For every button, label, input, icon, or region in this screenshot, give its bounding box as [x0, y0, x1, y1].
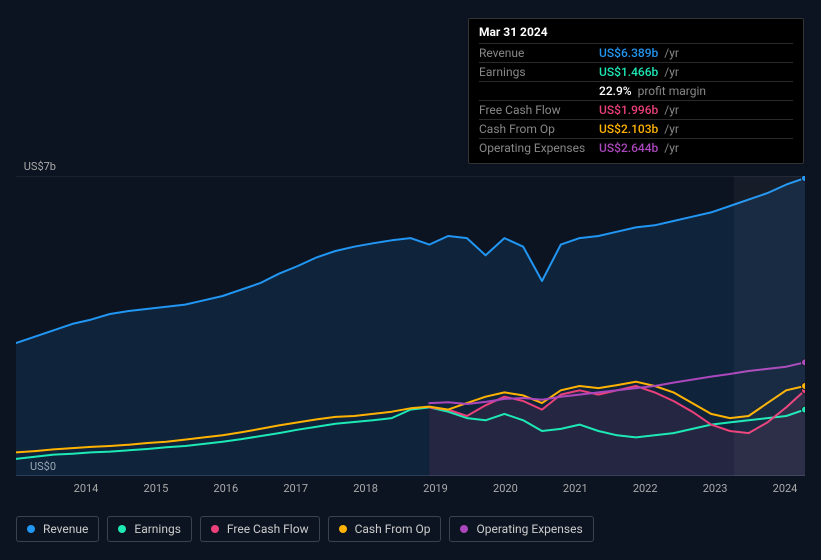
xaxis-tick: 2014 [74, 482, 99, 495]
yaxis-top-label: US$7b [24, 160, 56, 173]
chart-legend: Revenue Earnings Free Cash Flow Cash From O… [16, 516, 594, 542]
legend-item[interactable]: Operating Expenses [449, 516, 593, 542]
tooltip-row-value: 22.9% profit margin [599, 84, 706, 98]
tooltip-row: 22.9% profit margin [479, 81, 793, 100]
forecast-band [734, 176, 805, 476]
tooltip-row: Cash From OpUS$2.103b /yr [479, 119, 793, 138]
legend-swatch [27, 525, 35, 533]
tooltip-row: RevenueUS$6.389b /yr [479, 43, 793, 62]
xaxis-tick: 2021 [563, 482, 588, 495]
xaxis-tick: 2023 [703, 482, 728, 495]
xaxis-tick: 2016 [213, 482, 238, 495]
tooltip-row: Free Cash FlowUS$1.996b /yr [479, 100, 793, 119]
legend-label: Cash From Op [355, 522, 431, 536]
tooltip-row-label: Operating Expenses [479, 141, 599, 155]
tooltip-row-label: Free Cash Flow [479, 103, 599, 117]
legend-item[interactable]: Revenue [16, 516, 99, 542]
legend-swatch [339, 525, 347, 533]
tooltip-row: EarningsUS$1.466b /yr [479, 62, 793, 81]
legend-swatch [118, 525, 126, 533]
tooltip-row-label: Cash From Op [479, 122, 599, 136]
legend-item[interactable]: Earnings [107, 516, 192, 542]
legend-label: Operating Expenses [476, 522, 582, 536]
legend-item[interactable]: Free Cash Flow [200, 516, 320, 542]
tooltip-row-label: Revenue [479, 46, 599, 60]
tooltip-row-value: US$2.644b /yr [599, 141, 679, 155]
xaxis-tick: 2017 [283, 482, 308, 495]
tooltip-row-label: Earnings [479, 65, 599, 79]
chart-svg [16, 176, 805, 476]
tooltip-row-value: US$2.103b /yr [599, 122, 679, 136]
xaxis-tick: 2018 [353, 482, 378, 495]
tooltip-row: Operating ExpensesUS$2.644b /yr [479, 138, 793, 157]
chart-plot-area[interactable] [16, 176, 805, 476]
xaxis-tick: 2019 [423, 482, 448, 495]
data-tooltip: Mar 31 2024 RevenueUS$6.389b /yrEarnings… [468, 18, 804, 164]
tooltip-row-value: US$1.466b /yr [599, 65, 679, 79]
legend-label: Free Cash Flow [227, 522, 309, 536]
tooltip-row-label [479, 84, 599, 98]
legend-label: Revenue [43, 522, 88, 536]
xaxis-tick: 2015 [144, 482, 169, 495]
x-axis: 2014 2015 2016 2017 2018 2019 2020 2021 2022 2023… [16, 482, 805, 498]
legend-label: Earnings [134, 522, 181, 536]
tooltip-row-value: US$6.389b /yr [599, 46, 679, 60]
legend-swatch [460, 525, 468, 533]
tooltip-date: Mar 31 2024 [479, 25, 793, 43]
tooltip-row-value: US$1.996b /yr [599, 103, 679, 117]
xaxis-tick: 2022 [633, 482, 658, 495]
xaxis-tick: 2020 [493, 482, 518, 495]
legend-item[interactable]: Cash From Op [328, 516, 442, 542]
xaxis-tick: 2024 [773, 482, 798, 495]
legend-swatch [211, 525, 219, 533]
